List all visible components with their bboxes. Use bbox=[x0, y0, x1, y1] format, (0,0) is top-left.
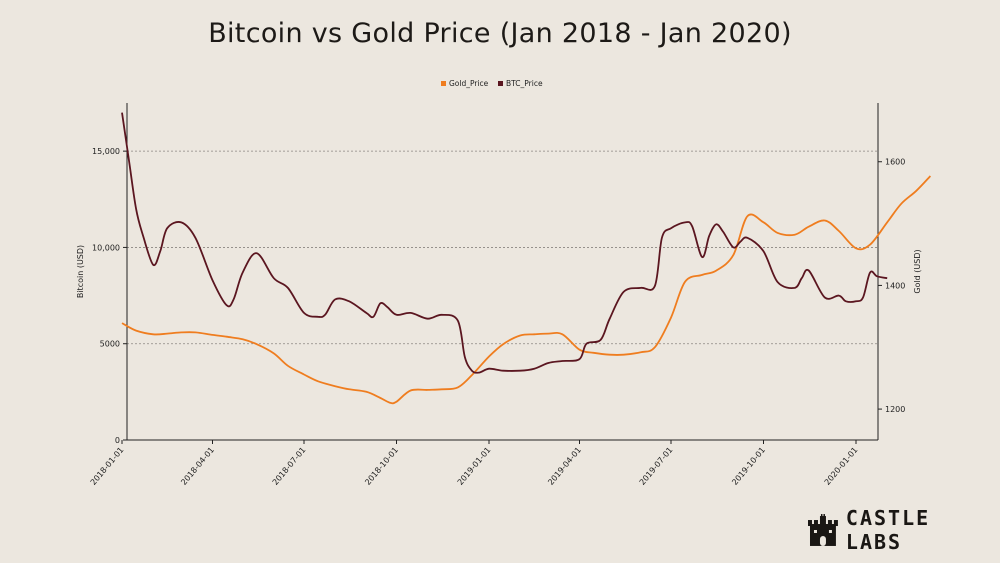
logo-text: CASTLE LABS bbox=[845, 506, 931, 554]
left-tick-label: 5000 bbox=[100, 340, 120, 349]
x-tick-label: 2020-01-01 bbox=[823, 446, 860, 487]
right-tick-label: 1400 bbox=[885, 281, 905, 290]
x-tick-label: 2019-04-01 bbox=[546, 446, 583, 487]
legend-label: Gold_Price bbox=[449, 79, 489, 88]
legend-swatch bbox=[498, 81, 503, 86]
right-tick-label: 1600 bbox=[885, 158, 905, 167]
left-axis-label: Bitcoin (USD) bbox=[76, 245, 85, 298]
btc-price-line bbox=[121, 112, 888, 374]
x-tick-label: 2019-07-01 bbox=[638, 446, 675, 487]
x-tick-label: 2019-10-01 bbox=[730, 446, 767, 487]
x-tick-label: 2018-01-01 bbox=[89, 446, 126, 487]
legend-swatch bbox=[441, 81, 446, 86]
right-axis-label: Gold (USD) bbox=[913, 249, 922, 293]
left-tick-label: 0 bbox=[115, 436, 120, 445]
left-tick-label: 15,000 bbox=[92, 147, 120, 156]
gold-price-line bbox=[121, 175, 932, 405]
legend-label: BTC_Price bbox=[506, 79, 543, 88]
x-tick-label: 2019-01-01 bbox=[456, 446, 493, 487]
chart-title: Bitcoin vs Gold Price (Jan 2018 - Jan 20… bbox=[208, 18, 792, 49]
right-tick-label: 1200 bbox=[885, 405, 905, 414]
x-tick-label: 2018-07-01 bbox=[271, 446, 308, 487]
x-tick-label: 2018-10-01 bbox=[363, 446, 400, 487]
castle-labs-logo: CASTLE LABS bbox=[808, 506, 1000, 554]
castle-icon bbox=[808, 514, 838, 546]
x-tick-label: 2018-04-01 bbox=[179, 446, 216, 487]
left-tick-label: 10,000 bbox=[92, 243, 120, 252]
